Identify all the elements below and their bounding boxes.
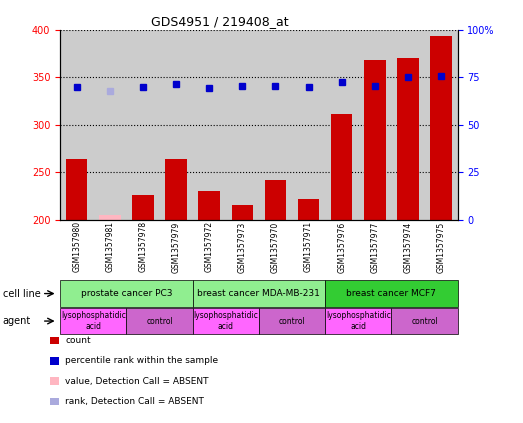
Bar xyxy=(232,205,253,220)
Text: percentile rank within the sample: percentile rank within the sample xyxy=(65,356,219,365)
Text: value, Detection Call = ABSENT: value, Detection Call = ABSENT xyxy=(65,376,209,386)
Bar xyxy=(430,36,452,220)
Text: rank, Detection Call = ABSENT: rank, Detection Call = ABSENT xyxy=(65,397,204,406)
Bar xyxy=(358,30,391,220)
Bar xyxy=(364,60,385,220)
Bar xyxy=(397,58,419,220)
Bar xyxy=(425,30,458,220)
Text: breast cancer MDA-MB-231: breast cancer MDA-MB-231 xyxy=(198,289,320,298)
Bar xyxy=(298,199,320,220)
Bar xyxy=(165,159,187,220)
Text: cell line: cell line xyxy=(3,288,40,299)
Bar xyxy=(93,30,127,220)
Text: lysophosphatidic
acid: lysophosphatidic acid xyxy=(326,311,391,331)
Bar xyxy=(259,30,292,220)
Bar xyxy=(292,30,325,220)
Bar xyxy=(226,30,259,220)
Text: control: control xyxy=(279,316,305,326)
Text: lysophosphatidic
acid: lysophosphatidic acid xyxy=(61,311,126,331)
Bar xyxy=(198,192,220,220)
Text: lysophosphatidic
acid: lysophosphatidic acid xyxy=(194,311,258,331)
Bar xyxy=(391,30,425,220)
Bar xyxy=(192,30,226,220)
Text: count: count xyxy=(65,336,91,345)
Bar xyxy=(331,114,353,220)
Bar xyxy=(66,159,87,220)
Text: GDS4951 / 219408_at: GDS4951 / 219408_at xyxy=(151,15,289,28)
Bar xyxy=(160,30,192,220)
Text: control: control xyxy=(146,316,173,326)
Bar xyxy=(127,30,160,220)
Bar xyxy=(99,215,121,220)
Bar xyxy=(265,180,286,220)
Bar xyxy=(60,30,93,220)
Bar xyxy=(132,195,154,220)
Text: control: control xyxy=(411,316,438,326)
Text: agent: agent xyxy=(3,316,31,326)
Text: prostate cancer PC3: prostate cancer PC3 xyxy=(81,289,172,298)
Text: breast cancer MCF7: breast cancer MCF7 xyxy=(346,289,436,298)
Bar xyxy=(325,30,358,220)
